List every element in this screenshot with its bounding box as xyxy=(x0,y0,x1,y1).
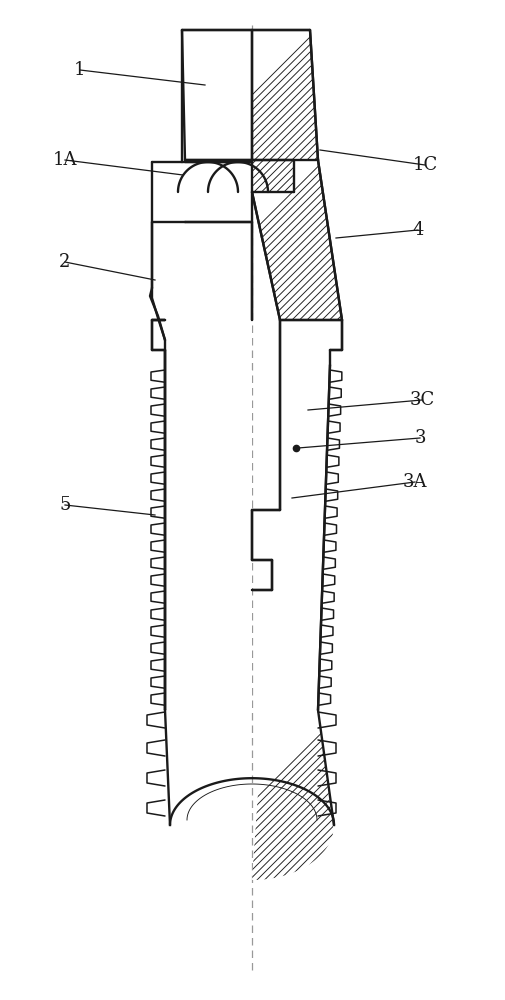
Text: 3: 3 xyxy=(414,429,426,447)
Polygon shape xyxy=(152,222,252,348)
Text: 2: 2 xyxy=(59,253,71,271)
Text: 3C: 3C xyxy=(410,391,435,409)
Polygon shape xyxy=(252,160,294,192)
Polygon shape xyxy=(182,30,252,160)
Text: 1C: 1C xyxy=(413,156,438,174)
Polygon shape xyxy=(252,320,334,880)
Text: 5: 5 xyxy=(59,496,71,514)
Text: 1A: 1A xyxy=(53,151,77,169)
Polygon shape xyxy=(252,30,318,160)
Polygon shape xyxy=(149,370,252,710)
Polygon shape xyxy=(185,162,252,222)
Polygon shape xyxy=(252,160,342,320)
Text: 3A: 3A xyxy=(403,473,427,491)
Text: 1: 1 xyxy=(74,61,86,79)
Text: 4: 4 xyxy=(412,221,424,239)
